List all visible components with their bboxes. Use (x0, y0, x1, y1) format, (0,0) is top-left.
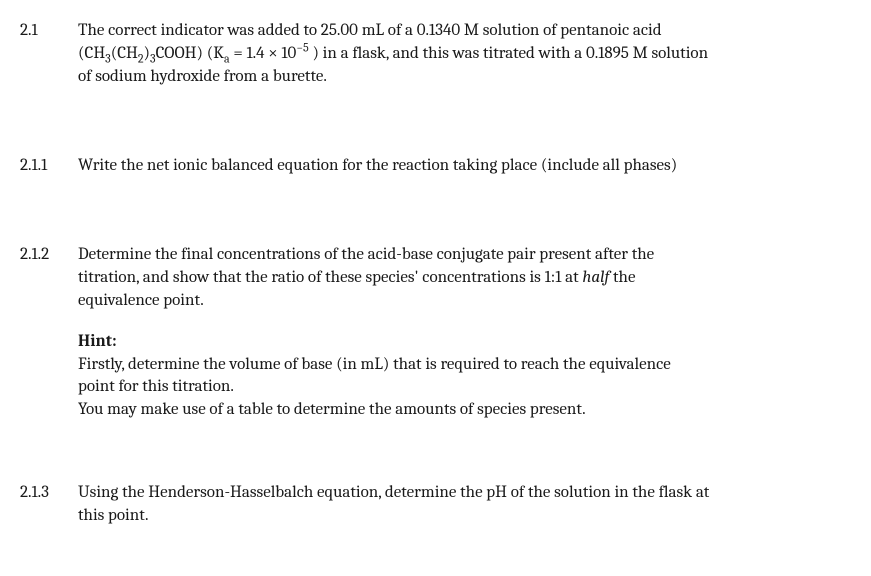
q21-formula-mid1: (CH (111, 44, 138, 63)
q212-p1c: the (609, 268, 635, 287)
q-body-2-1: The correct indicator was added to 25.00… (78, 20, 831, 89)
sup-neg5: −5 (296, 40, 308, 54)
spacer (20, 196, 831, 244)
q21-line3: of sodium hydroxide from a burette. (78, 67, 327, 86)
q21-line1: The correct indicator was added to 25.00… (78, 21, 662, 40)
q212-h3: You may make use of a table to determine… (78, 400, 586, 419)
question-2-1-2: 2.1.2 Determine the final concentrations… (20, 244, 831, 423)
q213-l1: Using the Henderson-Hasselbalch equation… (78, 483, 709, 502)
page-container: 2.1 The correct indicator was added to 2… (0, 0, 871, 566)
spacer (78, 313, 831, 331)
question-2-1-3: 2.1.3 Using the Henderson-Hasselbalch eq… (20, 482, 831, 528)
q212-h2: point for this titration. (78, 377, 234, 396)
q21-line2b: ) in a flask, and this was titrated with… (309, 44, 708, 63)
q21-formula-mid3: COOH) (K (156, 44, 224, 63)
q-number-2-1-3: 2.1.3 (20, 482, 78, 502)
q213-l2: this point. (78, 506, 149, 525)
q21-formula-pre: (CH (78, 44, 105, 63)
q212-half: half (582, 268, 609, 287)
q212-p1d: equivalence point. (78, 291, 204, 310)
spacer (20, 440, 831, 482)
spacer (20, 107, 831, 155)
q-body-2-1-1: Write the net ionic balanced equation fo… (78, 155, 831, 178)
hint-label: Hint: (78, 332, 117, 351)
q211-text: Write the net ionic balanced equation fo… (78, 156, 677, 175)
q21-eq: = 1.4 × 10 (230, 44, 297, 63)
q-number-2-1-2: 2.1.2 (20, 244, 78, 264)
q212-p1a: Determine the final concentrations of th… (78, 245, 654, 264)
q-body-2-1-3: Using the Henderson-Hasselbalch equation… (78, 482, 831, 528)
q-number-2-1: 2.1 (20, 20, 78, 40)
q-body-2-1-2: Determine the final concentrations of th… (78, 244, 831, 423)
q212-h1: Firstly, determine the volume of base (i… (78, 355, 671, 374)
question-2-1-1: 2.1.1 Write the net ionic balanced equat… (20, 155, 831, 178)
q-number-2-1-1: 2.1.1 (20, 155, 78, 175)
question-2-1: 2.1 The correct indicator was added to 2… (20, 20, 831, 89)
q212-p1b: titration, and show that the ratio of th… (78, 268, 582, 287)
